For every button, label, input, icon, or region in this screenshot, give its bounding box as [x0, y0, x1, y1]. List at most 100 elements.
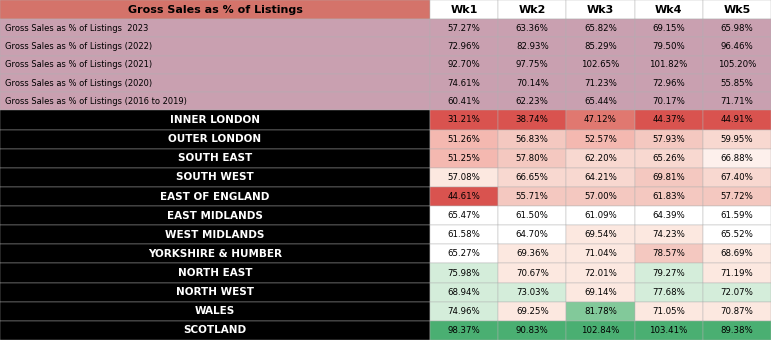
Bar	[0, 244, 430, 264]
Bar	[0, 302, 430, 321]
Text: 98.37%: 98.37%	[448, 326, 480, 335]
Text: Wk1: Wk1	[450, 4, 478, 15]
Text: Gross Sales as % of Listings  2023: Gross Sales as % of Listings 2023	[5, 24, 148, 33]
Bar	[498, 187, 567, 206]
Text: 85.29%: 85.29%	[584, 42, 617, 51]
Text: 51.25%: 51.25%	[448, 154, 480, 163]
Bar	[635, 225, 703, 244]
Text: 65.98%: 65.98%	[721, 24, 753, 33]
Bar	[635, 110, 703, 130]
Text: INNER LONDON: INNER LONDON	[170, 115, 260, 125]
Bar	[430, 37, 498, 56]
Text: 57.93%: 57.93%	[652, 135, 685, 143]
Text: 65.47%: 65.47%	[448, 211, 480, 220]
Bar	[635, 56, 703, 74]
Bar	[430, 19, 498, 37]
Text: 78.57%: 78.57%	[652, 250, 685, 258]
Text: EAST MIDLANDS: EAST MIDLANDS	[167, 211, 263, 221]
Bar	[0, 19, 430, 37]
Text: 69.15%: 69.15%	[652, 24, 685, 33]
Bar	[498, 264, 567, 283]
Bar	[567, 19, 635, 37]
Bar	[498, 321, 567, 340]
Text: 63.36%: 63.36%	[516, 24, 549, 33]
Bar	[635, 130, 703, 149]
Text: Wk5: Wk5	[723, 4, 750, 15]
Bar	[0, 206, 430, 225]
Text: 102.65%: 102.65%	[581, 60, 620, 69]
Bar	[635, 244, 703, 264]
Text: 61.09%: 61.09%	[584, 211, 617, 220]
Text: 57.80%: 57.80%	[516, 154, 549, 163]
Text: 92.70%: 92.70%	[448, 60, 480, 69]
Text: 55.85%: 55.85%	[720, 79, 753, 87]
Text: 44.37%: 44.37%	[652, 116, 685, 124]
Bar	[498, 283, 567, 302]
Bar	[430, 244, 498, 264]
Bar	[498, 56, 567, 74]
Bar	[498, 206, 567, 225]
Text: Wk2: Wk2	[519, 4, 546, 15]
Bar	[498, 302, 567, 321]
Text: 79.50%: 79.50%	[652, 42, 685, 51]
Text: 66.88%: 66.88%	[720, 154, 753, 163]
Bar	[430, 302, 498, 321]
Text: 89.38%: 89.38%	[721, 326, 753, 335]
Bar	[430, 130, 498, 149]
Bar	[498, 0, 567, 19]
Text: Gross Sales as % of Listings (2021): Gross Sales as % of Listings (2021)	[5, 60, 152, 69]
Text: 65.27%: 65.27%	[448, 250, 480, 258]
Bar	[703, 225, 771, 244]
Bar	[498, 225, 567, 244]
Text: 61.50%: 61.50%	[516, 211, 549, 220]
Text: 103.41%: 103.41%	[649, 326, 688, 335]
Text: 51.26%: 51.26%	[448, 135, 480, 143]
Text: 77.68%: 77.68%	[652, 288, 685, 297]
Text: 64.39%: 64.39%	[652, 211, 685, 220]
Bar	[567, 0, 635, 19]
Text: 79.27%: 79.27%	[652, 269, 685, 277]
Bar	[0, 225, 430, 244]
Bar	[703, 110, 771, 130]
Text: 82.93%: 82.93%	[516, 42, 549, 51]
Text: 73.03%: 73.03%	[516, 288, 549, 297]
Bar	[567, 74, 635, 92]
Text: 64.70%: 64.70%	[516, 230, 549, 239]
Text: 65.82%: 65.82%	[584, 24, 617, 33]
Bar	[430, 92, 498, 110]
Bar	[703, 244, 771, 264]
Bar	[567, 37, 635, 56]
Bar	[430, 168, 498, 187]
Text: 62.23%: 62.23%	[516, 97, 549, 106]
Bar	[498, 19, 567, 37]
Text: 72.96%: 72.96%	[448, 42, 480, 51]
Text: 69.54%: 69.54%	[584, 230, 617, 239]
Text: 57.00%: 57.00%	[584, 192, 617, 201]
Bar	[567, 206, 635, 225]
Bar	[567, 110, 635, 130]
Text: Wk3: Wk3	[587, 4, 614, 15]
Text: 102.84%: 102.84%	[581, 326, 620, 335]
Text: EAST OF ENGLAND: EAST OF ENGLAND	[160, 191, 270, 202]
Bar	[567, 244, 635, 264]
Bar	[567, 302, 635, 321]
Text: 62.20%: 62.20%	[584, 154, 617, 163]
Text: 67.40%: 67.40%	[720, 173, 753, 182]
Bar	[430, 74, 498, 92]
Bar	[635, 206, 703, 225]
Bar	[498, 74, 567, 92]
Bar	[0, 264, 430, 283]
Bar	[430, 149, 498, 168]
Bar	[635, 168, 703, 187]
Text: 47.12%: 47.12%	[584, 116, 617, 124]
Text: 38.74%: 38.74%	[516, 116, 549, 124]
Text: 72.01%: 72.01%	[584, 269, 617, 277]
Text: 68.69%: 68.69%	[721, 250, 753, 258]
Bar	[635, 74, 703, 92]
Text: 61.59%: 61.59%	[721, 211, 753, 220]
Bar	[567, 92, 635, 110]
Text: 55.71%: 55.71%	[516, 192, 549, 201]
Text: 69.81%: 69.81%	[652, 173, 685, 182]
Text: 66.65%: 66.65%	[516, 173, 549, 182]
Bar	[635, 283, 703, 302]
